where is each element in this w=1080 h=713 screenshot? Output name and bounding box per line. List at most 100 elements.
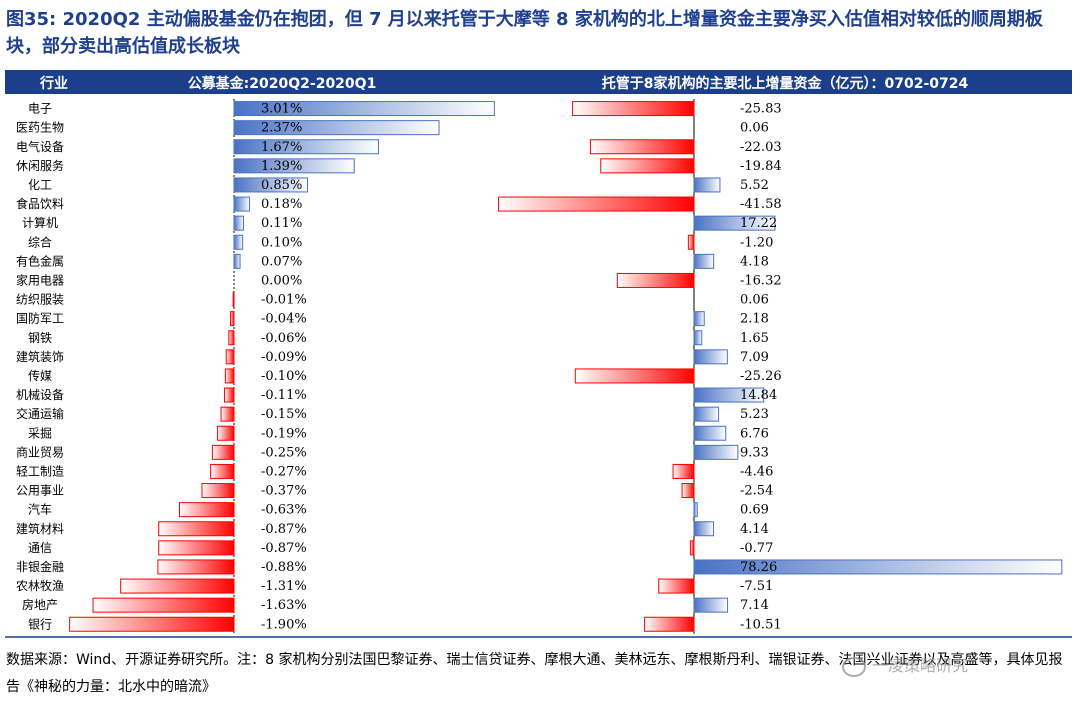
fund-value-label: -0.25% bbox=[261, 445, 307, 460]
north-value-label: 9.33 bbox=[740, 445, 769, 460]
north-value-label: 4.18 bbox=[740, 254, 769, 269]
fund-bar bbox=[158, 521, 235, 537]
category-label: 综合 bbox=[28, 234, 52, 249]
north-bar bbox=[693, 444, 739, 460]
north-value-label: 1.65 bbox=[740, 331, 769, 346]
fund-value-label: -0.06% bbox=[261, 331, 307, 346]
fund-bar bbox=[233, 234, 244, 250]
north-bar bbox=[574, 368, 695, 384]
fund-bar bbox=[179, 502, 235, 518]
category-label: 房地产 bbox=[22, 597, 58, 612]
north-bar bbox=[589, 139, 695, 155]
north-bar bbox=[693, 349, 728, 365]
north-value-label: 5.52 bbox=[740, 178, 769, 193]
category-label: 公用事业 bbox=[16, 484, 64, 498]
category-label: 建筑装饰 bbox=[16, 349, 64, 364]
north-value-label: 7.14 bbox=[740, 598, 769, 613]
fund-value-label: 3.01% bbox=[261, 102, 302, 117]
fund-bar bbox=[233, 253, 241, 269]
category-label: 电气设备 bbox=[16, 139, 64, 154]
north-value-label: 0.06 bbox=[740, 121, 769, 136]
category-label: 钢铁 bbox=[28, 331, 52, 345]
category-label: 电子 bbox=[28, 102, 52, 116]
north-value-label: -4.46 bbox=[740, 464, 773, 479]
north-value-label: -1.20 bbox=[740, 235, 773, 250]
category-label: 采掘 bbox=[28, 425, 52, 440]
fund-bar bbox=[158, 540, 235, 556]
fund-value-label: 1.39% bbox=[261, 159, 302, 174]
north-value-label: 17.22 bbox=[740, 216, 777, 231]
fund-bar bbox=[224, 368, 235, 384]
category-label: 商业贸易 bbox=[16, 444, 64, 459]
category-label: 传媒 bbox=[28, 368, 52, 383]
north-bar bbox=[600, 158, 695, 174]
fund-bar bbox=[223, 387, 235, 403]
category-label: 国防军工 bbox=[16, 311, 64, 326]
north-value-label: 6.76 bbox=[740, 426, 769, 441]
north-bar bbox=[693, 559, 1063, 575]
north-value-label: -16.32 bbox=[740, 273, 782, 288]
category-label: 机械设备 bbox=[16, 387, 64, 402]
fund-value-label: 0.11% bbox=[261, 216, 302, 231]
fund-value-label: -0.37% bbox=[261, 484, 307, 499]
fund-bar bbox=[228, 330, 235, 346]
north-bar bbox=[693, 330, 703, 346]
column-header-fund: 公募基金:2020Q2-2020Q1 bbox=[188, 75, 377, 92]
north-bar bbox=[672, 463, 695, 479]
north-bar bbox=[644, 616, 695, 632]
fund-value-label: 0.85% bbox=[261, 178, 302, 193]
column-header-north: 托管于8家机构的主要北上增量资金（亿元）：0702-0724 bbox=[602, 75, 969, 92]
category-label: 纺织服装 bbox=[16, 293, 64, 307]
category-label: 家用电器 bbox=[16, 272, 64, 287]
fund-bar bbox=[157, 559, 235, 575]
category-label: 轻工制造 bbox=[16, 464, 64, 478]
fund-bar bbox=[217, 425, 235, 441]
wechat-icon bbox=[842, 656, 866, 677]
fund-value-label: -1.63% bbox=[261, 598, 307, 613]
category-label: 计算机 bbox=[22, 215, 58, 230]
north-bar bbox=[693, 521, 714, 537]
north-value-label: 7.09 bbox=[740, 350, 769, 365]
north-bar bbox=[693, 425, 727, 441]
north-bar bbox=[693, 387, 765, 403]
north-bar bbox=[693, 177, 721, 193]
fund-value-label: -0.15% bbox=[261, 407, 307, 422]
north-bar bbox=[681, 483, 695, 499]
north-value-label: -25.83 bbox=[740, 102, 782, 117]
fund-bar bbox=[233, 139, 379, 155]
category-label: 农林牧渔 bbox=[16, 579, 64, 593]
fund-bar bbox=[233, 158, 355, 174]
north-bar bbox=[693, 311, 705, 327]
fund-value-label: -0.27% bbox=[261, 464, 307, 479]
figure-title: 图35: 2020Q2 主动偏股基金仍在抱团，但 7 月以来托管于大摩等 8 家… bbox=[6, 9, 1043, 57]
category-label: 汽车 bbox=[28, 502, 52, 517]
fund-bar bbox=[233, 177, 309, 193]
fund-bar bbox=[201, 483, 235, 499]
fund-bar bbox=[225, 349, 235, 365]
fund-bar bbox=[232, 292, 235, 308]
source-note: 数据来源：Wind、开源证券研究所。注：8 家机构分别法国巴黎证券、瑞士信贷证券… bbox=[6, 652, 1063, 695]
north-value-label: -0.77 bbox=[740, 541, 773, 556]
watermark: 一凌策略研究 bbox=[842, 652, 968, 677]
north-value-label: 0.69 bbox=[740, 503, 769, 518]
fund-bar bbox=[233, 196, 251, 212]
north-bar bbox=[658, 578, 695, 594]
fund-bar bbox=[92, 597, 235, 613]
north-value-label: -22.03 bbox=[740, 140, 782, 155]
north-bar bbox=[616, 272, 695, 288]
north-bar bbox=[572, 101, 695, 117]
watermark-text: 一凌策略研究 bbox=[872, 656, 969, 675]
fund-value-label: 1.67% bbox=[261, 140, 302, 155]
north-value-label: 78.26 bbox=[740, 560, 777, 575]
fund-value-label: -0.10% bbox=[261, 369, 307, 384]
fund-value-label: -0.87% bbox=[261, 541, 307, 556]
bar-rows: 电子 3.01% -25.83 医药生物 2.37% 0.06 电气设备 1.67% -22.0… bbox=[16, 99, 1063, 634]
category-label: 休闲服务 bbox=[16, 158, 64, 173]
north-value-label: 0.06 bbox=[740, 293, 769, 308]
north-bar bbox=[693, 253, 715, 269]
north-value-label: -19.84 bbox=[740, 159, 782, 174]
north-value-label: -7.51 bbox=[740, 579, 773, 594]
category-label: 银行 bbox=[28, 617, 52, 631]
category-label: 医药生物 bbox=[16, 121, 64, 135]
